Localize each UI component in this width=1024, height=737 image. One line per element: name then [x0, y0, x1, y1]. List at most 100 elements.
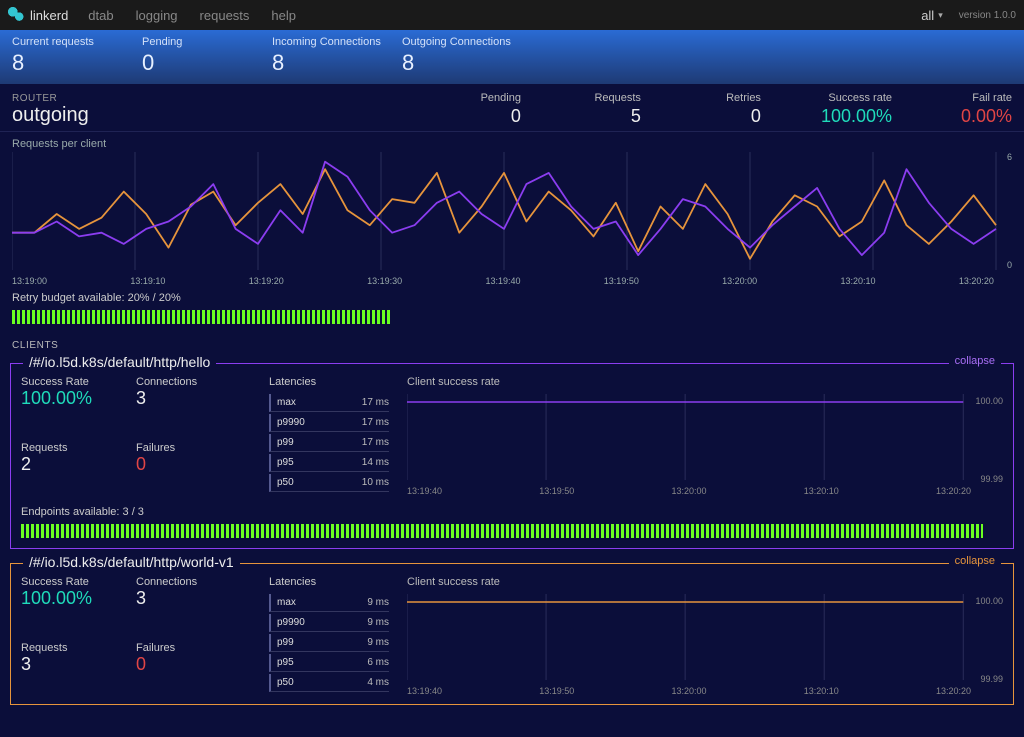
- client-success-chart: Client success rate100.0099.9913:19:4013…: [407, 376, 1003, 494]
- chart-y-axis: 6 0: [998, 152, 1012, 270]
- x-tick: 13:19:50: [539, 486, 574, 496]
- metric-value: 0: [136, 654, 251, 675]
- metric-label: Success rate: [821, 92, 892, 104]
- metric-label: Retries: [701, 92, 761, 104]
- metric-label: Requests: [581, 92, 641, 104]
- requests-per-client-chart: Requests per client 13:19:0013:19:1013:1…: [0, 132, 1024, 290]
- x-tick: 13:19:20: [249, 276, 284, 286]
- client-panel-world: /#/io.l5d.k8s/default/http/world-v1colla…: [10, 563, 1014, 705]
- latency-title: Latencies: [269, 376, 389, 388]
- retry-budget-label: Retry budget available: 20% / 20%: [12, 292, 1012, 304]
- x-tick: 13:20:00: [671, 486, 706, 496]
- summary-pending: Pending 0: [142, 36, 272, 76]
- metric-label: Requests: [21, 442, 136, 454]
- latency-row: p99909 ms: [269, 614, 389, 632]
- nav-link-help[interactable]: help: [271, 8, 296, 23]
- client-metrics: Success Rate100.00%Connections3Requests3…: [21, 576, 251, 694]
- metric-value: 3: [21, 654, 136, 675]
- y-min: 99.99: [980, 474, 1003, 484]
- x-tick: 13:19:40: [407, 686, 442, 696]
- chart-title: Requests per client: [12, 138, 1012, 150]
- metric-value: 0: [461, 106, 521, 127]
- latency-row: p5010 ms: [269, 474, 389, 492]
- nav-link-logging[interactable]: logging: [136, 8, 178, 23]
- latency-row: max9 ms: [269, 594, 389, 612]
- router-section-label: ROUTER: [12, 93, 89, 104]
- y-max: 6: [1007, 152, 1012, 162]
- summary-strip: Current requests 8 Pending 0 Incoming Co…: [0, 30, 1024, 84]
- latency-row: p504 ms: [269, 674, 389, 692]
- chart-title: Client success rate: [407, 376, 1003, 388]
- latency-row: p999017 ms: [269, 414, 389, 432]
- latency-table: Latencies max17 ms p999017 ms p9917 ms p9514…: [269, 376, 389, 494]
- router-requests: Requests 5: [581, 92, 641, 127]
- summary-current-requests: Current requests 8: [12, 36, 142, 76]
- metric-value: 8: [402, 50, 532, 76]
- metric-label: Pending: [142, 36, 272, 48]
- summary-incoming: Incoming Connections 8: [272, 36, 402, 76]
- summary-outgoing: Outgoing Connections 8: [402, 36, 532, 76]
- metric-label: Failures: [136, 442, 251, 454]
- metric-value: 0: [136, 454, 251, 475]
- metric-value: 8: [272, 50, 402, 76]
- x-tick: 13:19:50: [539, 686, 574, 696]
- metric-label: Failures: [136, 642, 251, 654]
- x-tick: 13:19:40: [407, 486, 442, 496]
- metric-value: 8: [12, 50, 142, 76]
- router-success-rate: Success rate 100.00%: [821, 92, 892, 127]
- client-path: /#/io.l5d.k8s/default/http/hello: [23, 354, 216, 370]
- chart-title: Client success rate: [407, 576, 1003, 588]
- x-tick: 13:20:00: [722, 276, 757, 286]
- latency-row: p956 ms: [269, 654, 389, 672]
- chart-x-axis: 13:19:40 13:19:50 13:20:00 13:20:10 13:20:20: [407, 486, 971, 496]
- scope-selector[interactable]: all: [921, 8, 934, 23]
- x-tick: 13:19:50: [604, 276, 639, 286]
- x-tick: 13:20:20: [959, 276, 994, 286]
- chevron-down-icon[interactable]: ▾: [938, 10, 943, 21]
- endpoints-available: Endpoints available: 3 / 3: [21, 506, 1003, 518]
- chart-x-axis: 13:19:0013:19:1013:19:2013:19:3013:19:40…: [12, 276, 994, 286]
- metric-label: Fail rate: [952, 92, 1012, 104]
- client-metrics: Success Rate100.00%Connections3 Requests2…: [21, 376, 251, 494]
- nav-link-dtab[interactable]: dtab: [88, 8, 113, 23]
- metric-value: 5: [581, 106, 641, 127]
- retry-budget: Retry budget available: 20% / 20%: [0, 290, 1024, 332]
- requests-chart-svg: [12, 152, 1012, 282]
- metric-label: Success Rate: [21, 576, 136, 588]
- x-tick: 13:20:20: [936, 686, 971, 696]
- y-max: 100.00: [975, 596, 1003, 606]
- latency-row: p999 ms: [269, 634, 389, 652]
- x-tick: 13:19:30: [367, 276, 402, 286]
- brand-name[interactable]: linkerd: [30, 8, 68, 23]
- metric-label: Pending: [461, 92, 521, 104]
- metric-label: Success Rate: [21, 376, 136, 388]
- metric-value: 2: [21, 454, 136, 475]
- metric-value: 100.00%: [21, 588, 136, 609]
- latency-row: p9514 ms: [269, 454, 389, 472]
- nav-link-requests[interactable]: requests: [200, 8, 250, 23]
- metric-value: 100.00%: [21, 388, 136, 409]
- router-pending: Pending 0: [461, 92, 521, 127]
- retry-budget-bar: [12, 310, 392, 324]
- latency-title: Latencies: [269, 576, 389, 588]
- latency-row: p9917 ms: [269, 434, 389, 452]
- metric-label: Outgoing Connections: [402, 36, 532, 48]
- metric-label: Connections: [136, 576, 251, 588]
- metric-value: 3: [136, 588, 251, 609]
- x-tick: 13:19:10: [130, 276, 165, 286]
- latency-row: max17 ms: [269, 394, 389, 412]
- metric-label: Connections: [136, 376, 251, 388]
- x-tick: 13:19:40: [485, 276, 520, 286]
- collapse-button[interactable]: collapse: [949, 555, 1001, 567]
- y-min: 0: [1007, 260, 1012, 270]
- metric-value: 3: [136, 388, 251, 409]
- top-navbar: linkerd dtab logging requests help all ▾…: [0, 0, 1024, 30]
- router-fail-rate: Fail rate 0.00%: [952, 92, 1012, 127]
- x-tick: 13:20:20: [936, 486, 971, 496]
- client-panel-hello: /#/io.l5d.k8s/default/http/hellocollapse…: [10, 363, 1014, 549]
- x-tick: 13:20:10: [804, 486, 839, 496]
- collapse-button[interactable]: collapse: [949, 355, 1001, 367]
- metric-value: 100.00%: [821, 106, 892, 127]
- metric-label: Incoming Connections: [272, 36, 402, 48]
- y-max: 100.00: [975, 396, 1003, 406]
